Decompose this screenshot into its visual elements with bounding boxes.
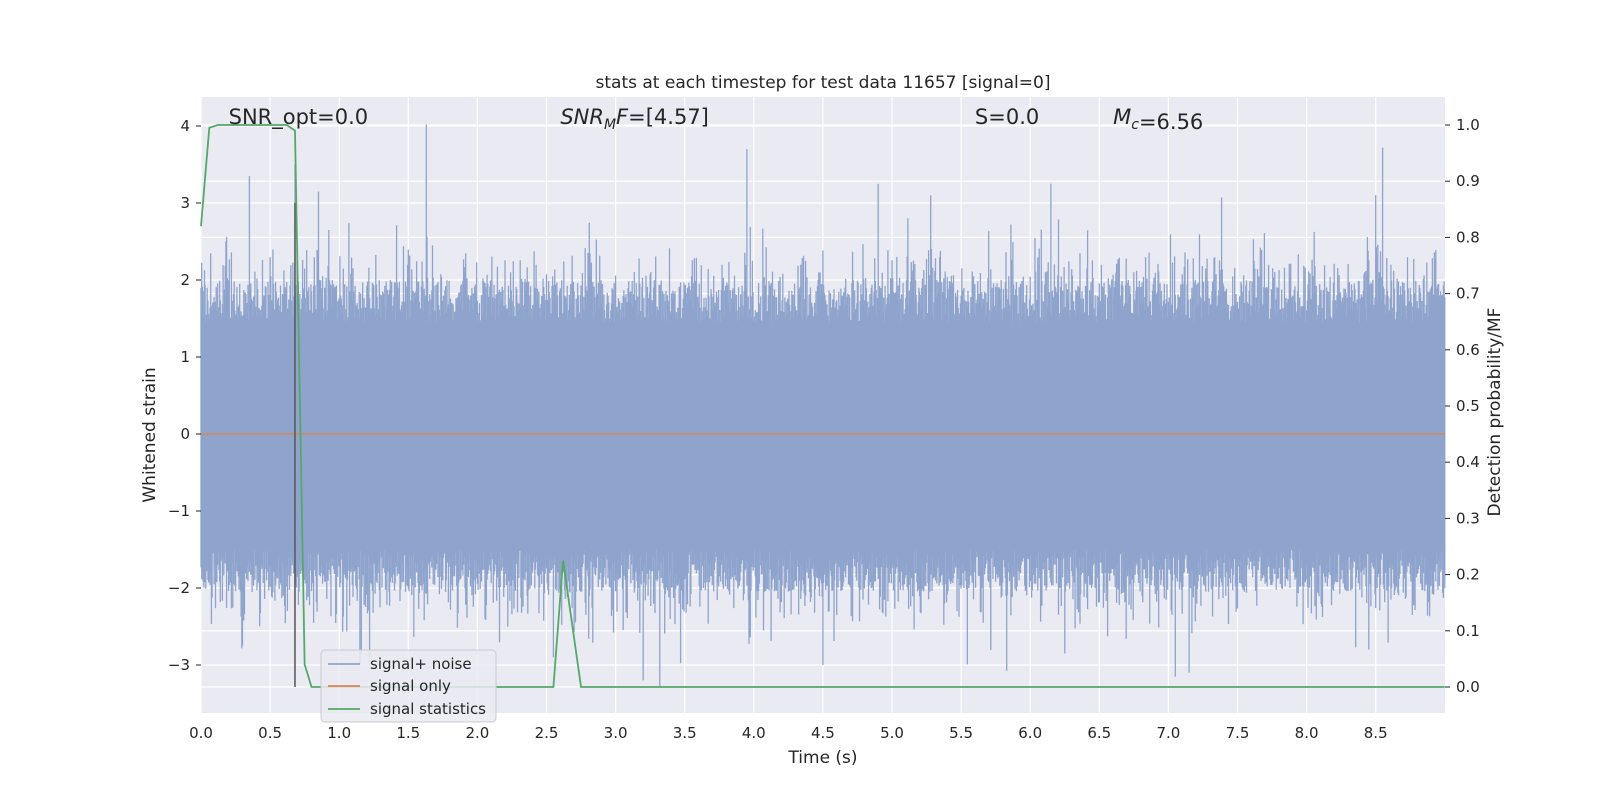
y2-tick-label: 1.0: [1456, 116, 1480, 134]
x-tick-label: 0.5: [258, 724, 282, 742]
series-lines: [200, 124, 1445, 688]
y-tick-label: −2: [168, 579, 190, 597]
x-tick-label: 5.5: [949, 724, 973, 742]
x-tick-label: 7.5: [1226, 724, 1250, 742]
y-tick-label: 1: [180, 348, 190, 366]
x-tick-label: 2.5: [535, 724, 559, 742]
annotations: SNR_opt=0.0 SNRMF=[4.57] S=0.0 Mc=6.56: [229, 105, 1204, 134]
x-tick-label: 6.5: [1087, 724, 1111, 742]
x-tick-label: 1.0: [327, 724, 351, 742]
y-axis-left: 4 3 2 1 0 −1 −2 −3: [168, 117, 201, 674]
x-tick-label: 3.5: [673, 724, 697, 742]
y-tick-label: 2: [180, 271, 190, 289]
x-tick-label: 3.0: [604, 724, 628, 742]
legend-label-signal-statistics: signal statistics: [370, 700, 486, 718]
y2-tick-label: 0.7: [1456, 285, 1480, 303]
legend-box: [320, 649, 497, 723]
x-tick-label: 7.0: [1156, 724, 1180, 742]
x-tick-label: 0.0: [189, 724, 213, 742]
y2-axis-label: Detection probability/MF: [1485, 308, 1505, 517]
chart-title: stats at each timestep for test data 116…: [596, 73, 1051, 93]
x-tick-label: 5.0: [880, 724, 904, 742]
y-tick-label: 0: [180, 425, 190, 443]
x-tick-label: 8.0: [1295, 724, 1319, 742]
y2-tick-label: 0.9: [1456, 172, 1480, 190]
legend-label-signal-noise: signal+ noise: [370, 655, 472, 673]
annotation: Mc=6.56: [1113, 105, 1203, 134]
y2-tick-label: 0.2: [1456, 566, 1480, 584]
x-tick-label: 6.0: [1018, 724, 1042, 742]
y-axis-right: 1.0 0.9 0.8 0.7 0.6 0.5 0.4 0.3 0.2 0.1 0.0: [1445, 116, 1480, 696]
y-tick-label: 3: [180, 194, 190, 212]
signal-statistics-line: [200, 124, 1445, 688]
y-tick-label: −3: [168, 656, 190, 674]
x-tick-label: 4.0: [742, 724, 766, 742]
y2-tick-label: 0.3: [1456, 509, 1480, 527]
x-tick-label: 8.5: [1364, 724, 1388, 742]
y2-tick-label: 0.6: [1456, 341, 1480, 359]
x-axis-label: Time (s): [787, 748, 857, 768]
y2-tick-label: 0.8: [1456, 228, 1480, 246]
y-axis-label: Whitened strain: [140, 367, 160, 502]
y2-tick-label: 0.5: [1456, 397, 1480, 415]
legend-label-signal-only: signal only: [370, 677, 451, 695]
y-tick-label: 4: [180, 117, 190, 135]
x-axis: 0.0 0.5 1.0 1.5 2.0 2.5 3.0 3.5 4.0 4.5 5.0 5.5 6.0 6…: [189, 724, 1388, 742]
x-tick-label: 4.5: [811, 724, 835, 742]
y2-tick-label: 0.4: [1456, 453, 1480, 471]
y2-tick-label: 0.0: [1456, 678, 1480, 696]
y2-tick-label: 0.1: [1456, 622, 1480, 640]
annotation: S=0.0: [975, 105, 1039, 129]
x-tick-label: 2.0: [465, 724, 489, 742]
annotation: SNR_opt=0.0: [229, 105, 369, 130]
y-tick-label: −1: [168, 502, 190, 520]
x-tick-label: 1.5: [396, 724, 420, 742]
legend: signal+ noise signal only signal statist…: [320, 649, 497, 723]
annotation: SNRMF=[4.57]: [560, 105, 709, 133]
